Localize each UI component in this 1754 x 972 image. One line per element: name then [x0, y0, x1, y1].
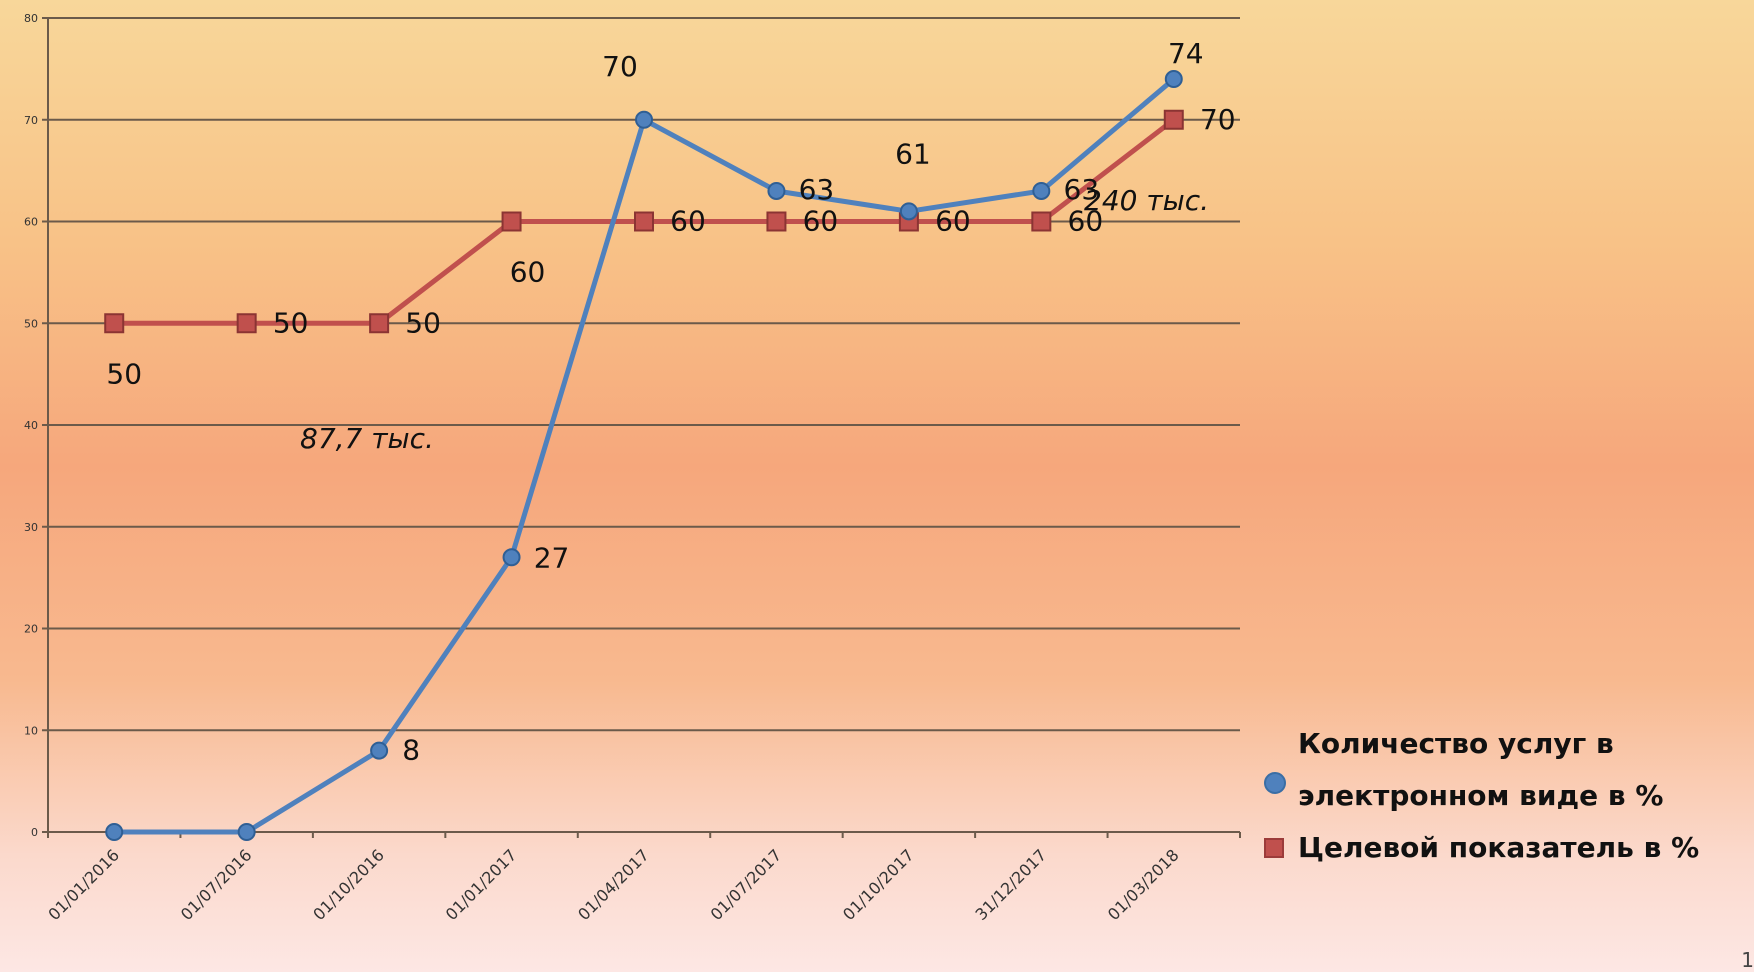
data-label: 50 [106, 357, 142, 390]
target-point-marker [766, 211, 787, 232]
series-line-services [114, 77, 1176, 835]
y-tick-label: 60 [24, 216, 38, 229]
target-point-marker [634, 211, 654, 232]
legend-circle-marker-icon [1264, 772, 1286, 794]
series-point-marker [635, 110, 653, 129]
y-tick-label: 50 [24, 317, 38, 330]
data-label: 27 [534, 541, 570, 574]
legend-item-services: Количество услуг в электронном виде в % [1262, 718, 1754, 822]
x-tick-label: 31/12/2017 [972, 845, 1051, 924]
legend-square-marker-icon [1264, 838, 1284, 858]
data-label: 50 [273, 306, 309, 339]
series-point-marker [105, 823, 124, 841]
data-label: 8 [402, 734, 420, 767]
x-tick-label: 01/04/2017 [574, 845, 653, 924]
legend-label-target: Целевой показатель в % [1298, 831, 1700, 864]
data-label: 60 [1068, 205, 1104, 238]
x-tick-label: 01/07/2016 [177, 845, 256, 924]
data-label: 60 [803, 205, 839, 238]
y-tick-label: 0 [31, 826, 38, 839]
x-tick-label: 01/01/2016 [44, 845, 123, 924]
target-point-marker [369, 313, 390, 334]
data-label: 70 [1200, 103, 1236, 136]
series-point-marker [767, 181, 786, 200]
data-label: 63 [1064, 173, 1100, 206]
series-point-marker [237, 823, 256, 841]
y-tick-label: 40 [24, 419, 38, 432]
x-tick-label: 01/07/2017 [707, 845, 786, 924]
x-tick-label: 01/10/2016 [309, 845, 388, 924]
series-point-marker [370, 741, 389, 760]
x-tick-label: 01/01/2017 [442, 845, 521, 924]
data-label: 60 [670, 205, 706, 238]
data-label: 74 [1168, 37, 1204, 70]
legend-label-services: Количество услуг в электронном виде в % [1298, 727, 1664, 812]
y-tick-label: 20 [24, 623, 38, 636]
data-label: 60 [510, 256, 546, 289]
y-tick-label: 30 [24, 521, 38, 534]
target-point-marker [501, 211, 522, 232]
x-tick-label: 01/03/2018 [1104, 845, 1183, 924]
y-tick-label: 80 [24, 12, 38, 25]
target-point-marker [104, 313, 125, 334]
target-point-marker [236, 313, 257, 334]
chart-annotation: 240 тыс. [1084, 184, 1209, 217]
target-point-marker [1031, 211, 1052, 232]
data-label: 61 [895, 137, 931, 170]
data-label: 70 [602, 50, 638, 83]
data-label: 63 [799, 173, 835, 206]
series-point-marker [502, 548, 521, 567]
x-tick-label: 01/10/2017 [839, 845, 918, 924]
series-point-marker [899, 202, 918, 221]
series-point-marker [1164, 70, 1183, 89]
legend-item-target: Целевой показатель в % [1262, 822, 1754, 874]
data-label: 60 [935, 205, 971, 238]
series-point-marker [1032, 181, 1051, 200]
target-point-marker [1163, 109, 1184, 130]
data-label: 50 [405, 306, 441, 339]
chart-annotation: 87,7 тыс. [300, 422, 434, 455]
chart-legend: Количество услуг в электронном виде в % … [1262, 718, 1754, 874]
page-number: 1 [1741, 948, 1754, 972]
y-tick-label: 10 [24, 724, 38, 737]
y-tick-label: 70 [24, 114, 38, 127]
